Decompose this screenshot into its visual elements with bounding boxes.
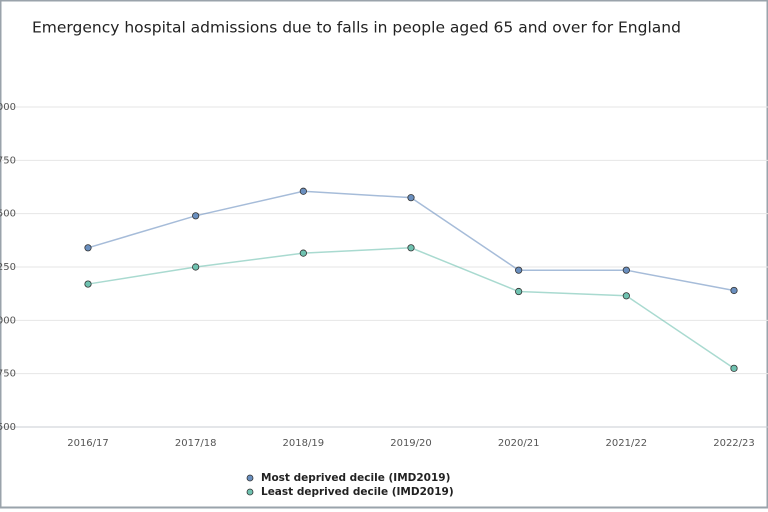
chart-title: Emergency hospital admissions due to fal…	[32, 19, 681, 37]
data-point	[299, 187, 307, 195]
legend-label: Least deprived decile (IMD2019)	[261, 486, 454, 498]
y-tick-label: 2,750	[0, 155, 16, 166]
data-point	[299, 249, 307, 257]
data-point	[515, 287, 523, 296]
x-tick-label: 2017/18	[175, 438, 217, 449]
data-point	[84, 244, 92, 252]
x-tick-label: 2022/23	[713, 438, 755, 449]
data-point	[192, 263, 200, 271]
series-line	[87, 247, 735, 369]
data-point	[730, 364, 738, 372]
data-point	[407, 194, 415, 202]
legend-label: Most deprived decile (IMD2019)	[261, 472, 450, 484]
x-tick-label: 2020/21	[498, 438, 540, 449]
data-point	[622, 266, 630, 274]
legend-marker	[246, 488, 254, 496]
legend-marker	[246, 474, 254, 482]
data-point	[84, 280, 92, 288]
y-tick-label: 2,000	[0, 315, 16, 326]
data-point	[515, 266, 523, 274]
data-point	[622, 292, 630, 300]
x-tick-label: 2021/22	[606, 438, 648, 449]
x-tick-label: 2019/20	[390, 438, 432, 449]
y-tick-label: 2,250	[0, 262, 16, 273]
data-point	[407, 244, 415, 252]
data-point	[192, 212, 200, 220]
data-point	[730, 286, 738, 295]
y-tick-label: 2,500	[0, 209, 16, 220]
y-tick-label: 1,750	[0, 369, 16, 380]
x-tick-label: 2016/17	[67, 438, 109, 449]
y-tick-label: 3,000	[0, 102, 16, 113]
y-tick-label: 1,500	[0, 422, 16, 433]
series-line	[87, 190, 735, 292]
x-tick-label: 2018/19	[283, 438, 325, 449]
